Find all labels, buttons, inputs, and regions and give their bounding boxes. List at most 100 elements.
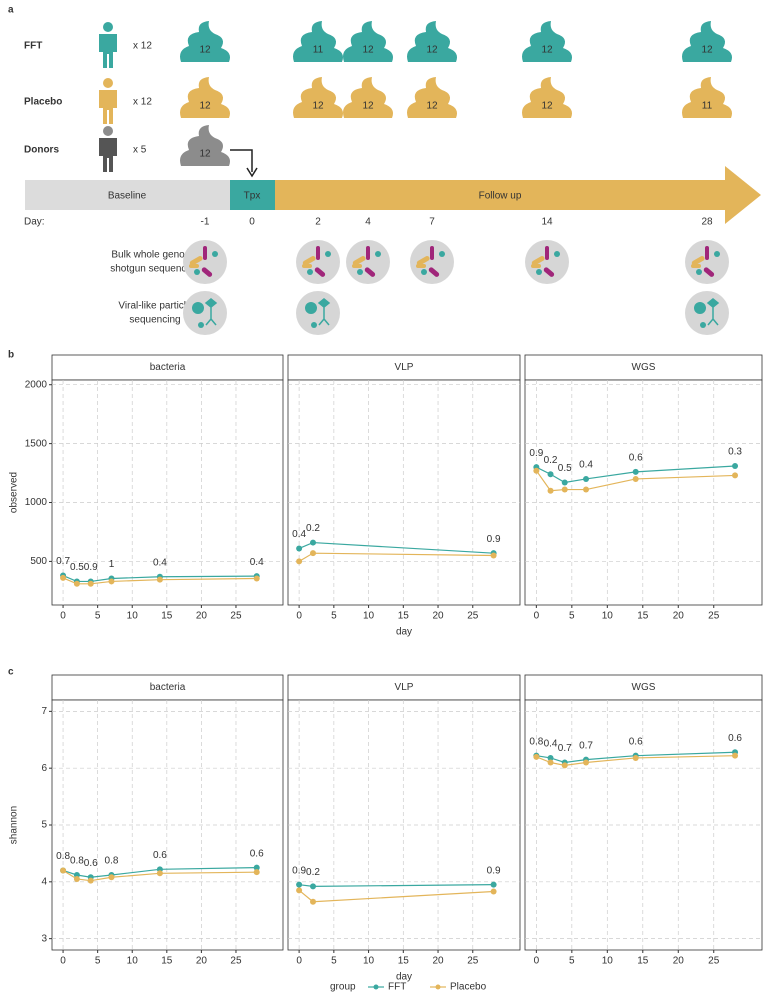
p-value: 0.6 — [84, 858, 98, 869]
sample-count: 12 — [701, 45, 713, 56]
transplant-arrow — [230, 149, 253, 172]
person-head — [103, 126, 113, 136]
sample-icon — [180, 125, 230, 166]
icon-bg — [410, 240, 454, 284]
phage — [317, 298, 331, 326]
person-head — [103, 22, 113, 32]
mean-point — [310, 898, 317, 905]
group-name: FFT — [24, 41, 42, 52]
sequencing-label: sequencing — [129, 315, 180, 326]
mean-point — [632, 468, 639, 475]
x-tick-label: 10 — [127, 956, 139, 967]
person-icon — [99, 126, 117, 172]
virus — [192, 302, 204, 314]
mean-point — [73, 580, 80, 587]
icon-bg — [685, 291, 729, 335]
group-name: Placebo — [24, 97, 62, 108]
mean-point — [73, 875, 80, 882]
sequencing-icon — [346, 240, 390, 284]
transplant-arrowhead — [246, 167, 258, 178]
sample-count: 12 — [199, 45, 211, 56]
phase-label: Baseline — [108, 191, 147, 202]
sample-icon — [407, 77, 457, 118]
sample-count: 12 — [362, 101, 374, 112]
sample-count: 11 — [702, 101, 713, 112]
tpx-bar — [230, 180, 275, 210]
p-value: 0.9 — [529, 448, 543, 459]
p-value: 0.7 — [558, 743, 572, 754]
plot-frame — [287, 379, 521, 606]
p-value: 0.2 — [306, 867, 320, 878]
sample-count: 12 — [199, 149, 211, 160]
x-tick-label: 15 — [637, 611, 649, 622]
sequencing-icon — [685, 240, 729, 284]
virus — [311, 322, 317, 328]
sample-icon — [682, 77, 732, 118]
microbe — [545, 246, 549, 260]
facet-strip — [524, 674, 763, 701]
sequencing-icon — [296, 291, 340, 335]
mean-point — [561, 762, 568, 769]
legend-label: Placebo — [450, 982, 487, 993]
facet-strip — [287, 674, 521, 701]
facet-title: WGS — [632, 682, 656, 693]
p-value: 0.2 — [306, 523, 320, 534]
mean-point — [296, 881, 303, 888]
phage — [204, 298, 218, 326]
microbe — [189, 255, 203, 266]
p-value: 0.5 — [558, 463, 572, 474]
sequencing-icon — [685, 291, 729, 335]
x-tick-label: 20 — [196, 611, 208, 622]
day-tick: 14 — [541, 217, 553, 228]
x-tick-label: 15 — [398, 956, 410, 967]
mean-point — [87, 580, 94, 587]
sequencing-icon — [183, 240, 227, 284]
sample-icon — [180, 77, 230, 118]
mean-point — [583, 759, 590, 766]
panel-label: c — [8, 667, 14, 678]
p-value: 0.8 — [105, 856, 119, 867]
facet-strip — [287, 354, 521, 381]
microbe — [307, 269, 313, 275]
x-tick-label: 20 — [673, 956, 685, 967]
mean-point — [108, 578, 115, 585]
microbe — [364, 267, 376, 277]
mean-point — [253, 869, 260, 876]
facet-strip — [51, 354, 284, 381]
sequencing-label: Bulk whole genome — [111, 250, 199, 261]
mean-point — [490, 552, 497, 559]
phase-label: Tpx — [244, 191, 261, 202]
mean-point — [547, 754, 554, 761]
sample-count: 12 — [541, 101, 553, 112]
day-tick: 4 — [365, 217, 371, 228]
microbe — [714, 251, 720, 257]
microbe — [439, 251, 445, 257]
x-tick-label: 25 — [467, 611, 479, 622]
followup-arrow — [275, 166, 761, 224]
sample-icon — [293, 77, 343, 118]
icon-bg — [685, 240, 729, 284]
legend-label: FFT — [388, 982, 406, 993]
legend-key — [373, 984, 379, 990]
microbe — [696, 269, 702, 275]
group-name: Donors — [24, 145, 59, 156]
p-value: 0.2 — [544, 455, 558, 466]
mean-point — [547, 759, 554, 766]
sequencing-icon — [296, 240, 340, 284]
p-value: 0.8 — [56, 851, 70, 862]
p-value: 0.4 — [250, 557, 264, 568]
p-value: 0.5 — [70, 562, 84, 573]
p-value: 0.4 — [579, 460, 593, 471]
mean-point — [533, 467, 540, 474]
person-icon — [99, 78, 117, 124]
mean-point — [732, 472, 739, 479]
p-value: 0.4 — [153, 557, 167, 568]
mean-point — [253, 575, 260, 582]
sample-count: 12 — [541, 45, 553, 56]
sample-count: 12 — [362, 45, 374, 56]
sample-count: 12 — [426, 101, 438, 112]
mean-point — [490, 881, 497, 888]
virus — [305, 302, 317, 314]
p-value: 0.7 — [579, 740, 593, 751]
p-value: 0.4 — [292, 529, 306, 540]
